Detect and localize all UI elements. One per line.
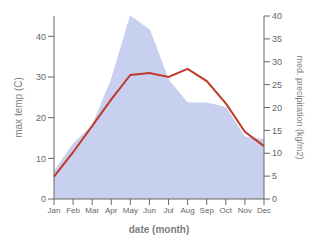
svg-text:Jun: Jun <box>143 206 156 215</box>
svg-text:Mar: Mar <box>85 206 99 215</box>
svg-text:10: 10 <box>36 154 46 164</box>
svg-text:Apr: Apr <box>105 206 118 215</box>
svg-text:Feb: Feb <box>66 206 80 215</box>
svg-text:Jan: Jan <box>48 206 61 215</box>
svg-text:35: 35 <box>272 34 282 44</box>
svg-text:40: 40 <box>272 11 282 21</box>
svg-text:10: 10 <box>272 148 282 158</box>
svg-text:40: 40 <box>36 32 46 42</box>
svg-text:30: 30 <box>36 72 46 82</box>
svg-text:Aug: Aug <box>181 206 195 215</box>
svg-text:Nov: Nov <box>238 206 252 215</box>
svg-text:15: 15 <box>272 126 282 136</box>
svg-text:med. precipitation (kg/m2): med. precipitation (kg/m2) <box>295 55 305 159</box>
svg-text:25: 25 <box>272 80 282 90</box>
svg-text:5: 5 <box>272 171 277 181</box>
svg-text:0: 0 <box>272 194 277 204</box>
svg-text:30: 30 <box>272 57 282 67</box>
svg-text:May: May <box>123 206 138 215</box>
svg-text:Dec: Dec <box>257 206 271 215</box>
svg-text:date (month): date (month) <box>129 224 190 235</box>
svg-text:Sep: Sep <box>200 206 215 215</box>
svg-text:20: 20 <box>272 103 282 113</box>
svg-text:20: 20 <box>36 113 46 123</box>
svg-text:Oct: Oct <box>220 206 233 215</box>
svg-text:0: 0 <box>41 194 46 204</box>
svg-text:max temp (C): max temp (C) <box>13 77 24 138</box>
svg-text:Jul: Jul <box>163 206 173 215</box>
